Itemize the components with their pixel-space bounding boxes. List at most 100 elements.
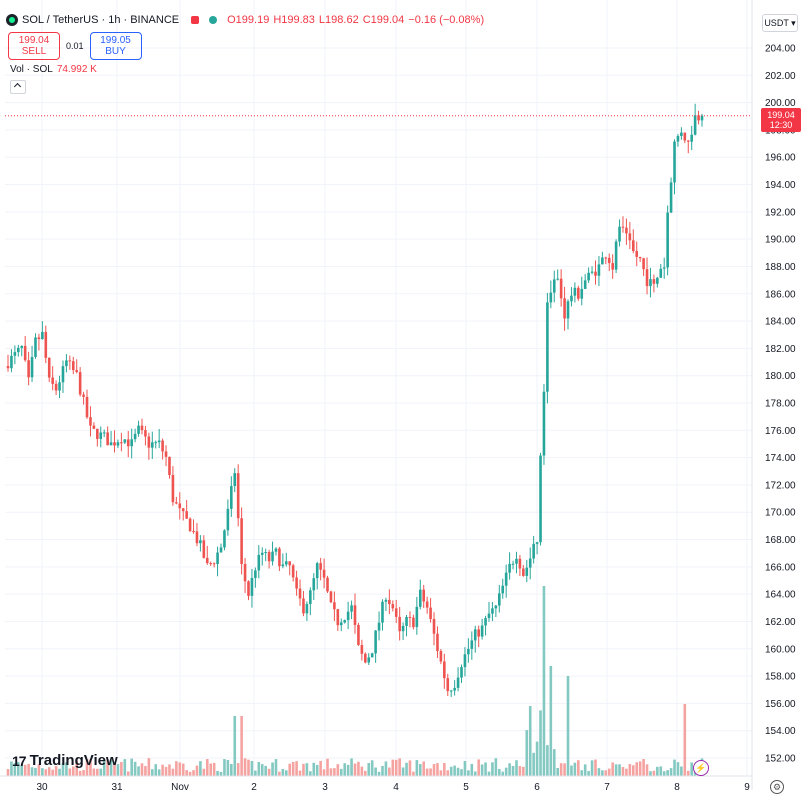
candle-body [415,606,419,628]
price-candles[interactable] [6,103,704,697]
volume-bar [17,762,20,776]
bolt-icon[interactable]: ⚡ [693,760,709,776]
sell-button[interactable]: 199.04 SELL [8,32,60,60]
candle-body [659,268,663,278]
volume-bar [181,763,185,776]
candle-body [295,577,298,589]
volume-bar [223,759,226,776]
volume-bar [75,760,79,776]
volume-bar [27,763,30,776]
candle-body [412,617,415,628]
symbol-title[interactable]: SOL / TetherUS · 1h · BINANCE [22,14,180,26]
candle-body [364,653,367,663]
candle-body [154,442,158,444]
candle-body [6,366,10,369]
candle-body [346,611,350,621]
time-tick-label: 31 [111,782,123,793]
volume-bar [446,770,450,776]
candle-body [102,432,106,434]
candle-body [460,667,463,678]
candle-body [223,530,226,548]
volume-bar [65,762,68,776]
volume-bar [312,762,316,776]
candle-body [20,345,24,348]
price-tick-label: 166.00 [765,562,796,573]
volume-bar [202,768,206,776]
volume-bar [161,764,164,776]
candle-body [202,540,206,558]
volume-bar [339,768,343,776]
volume-bar [30,767,34,776]
time-tick-label: 9 [744,782,750,793]
volume-bar [171,768,175,776]
candle-body [312,578,316,591]
volume-bar [305,763,309,776]
candle-body [656,277,659,284]
volume-bar [240,716,243,776]
volume-bar [247,759,250,776]
volume-bar [44,769,48,776]
time-axis[interactable]: 30 31 Nov 2 3 4 5 6 7 8 9 [0,775,752,793]
close-square-icon[interactable] [191,16,200,24]
time-tick-label: 8 [674,782,680,793]
volume-bar [140,763,144,776]
candle-body [573,287,577,296]
volume-bar [607,768,611,776]
volume-bar [525,730,529,776]
candle-body [333,602,336,610]
candle-body [473,629,477,641]
candle-body [697,115,700,121]
candle-body [54,383,58,391]
volume-bar [188,771,192,776]
candle-body [274,548,278,552]
volume-bar [473,771,477,776]
volume-bar [150,769,154,776]
volume-bar [10,761,13,776]
candle-body [463,654,467,668]
volume-bar [384,761,388,776]
time-tick-label: 5 [463,782,469,793]
candle-body [611,263,614,270]
candle-body [264,552,267,554]
candle-body [120,442,123,444]
candle-body [384,599,388,602]
volume-bar [230,763,233,776]
candle-body [497,593,501,606]
candle-body [30,356,34,378]
volume-bar [216,770,219,776]
volume-bar [432,764,436,776]
volume-bar [570,765,573,776]
candle-body [13,352,17,356]
volume-bar [353,763,357,776]
collapse-legend-button[interactable] [10,80,26,94]
volume-bar [422,761,426,776]
candle-body [422,589,426,602]
buy-button[interactable]: 199.05 BUY [89,32,142,60]
price-tick-label: 154.00 [765,726,796,737]
candle-body [164,451,168,457]
candle-body [443,661,446,679]
candle-body [357,624,360,646]
settings-gear-icon[interactable]: ⚙ [770,780,784,794]
candle-body [686,140,690,142]
candle-body [260,552,264,555]
volume-bar [504,767,508,776]
time-tick-label: 7 [604,782,610,793]
candle-body [546,302,549,392]
candle-body [432,618,436,634]
tradingview-logo[interactable]: 17 TradingView [12,752,118,769]
candle-body [532,543,535,559]
currency-button[interactable]: USDT ▾ [762,14,798,32]
volume-bar [659,766,663,776]
volume-bar [497,768,501,776]
candle-body [288,561,292,566]
candle-body [649,279,652,287]
volume-bar [99,768,103,776]
price-axis[interactable]: 152.00 154.00 156.00 158.00 160.00 162.00 164.… [751,0,796,790]
buy-price: 199.05 [100,35,131,46]
candle-body [408,616,412,618]
candle-body [123,439,127,443]
candle-body [631,240,635,251]
candle-body [109,442,113,446]
